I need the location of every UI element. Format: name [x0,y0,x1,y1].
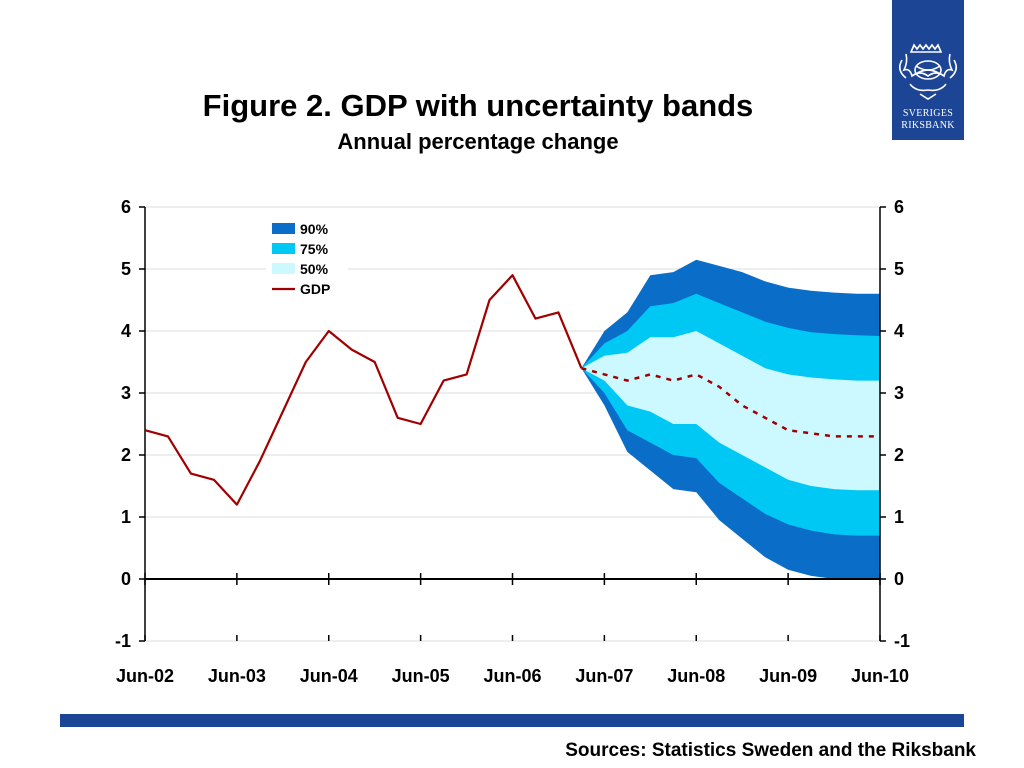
y-tick-label-left: 6 [121,197,131,217]
sources-note: Sources: Statistics Sweden and the Riksb… [565,740,976,761]
y-tick-label-right: 6 [894,197,904,217]
legend-label: 75% [300,241,329,257]
crest-icon [898,43,958,100]
y-tick-label-left: 0 [121,569,131,589]
gdp-chart: -1 -1 0 0 1 1 2 2 3 3 4 4 5 5 6 6 Jun-02 Jun-03 Jun-04 Jun-… [115,197,910,686]
y-tick-label-right: 0 [894,569,904,589]
legend-swatch-75 [272,243,295,254]
y-tick-label-left: 3 [121,383,131,403]
gdp-outcome-line [144,274,583,506]
legend-label: GDP [300,281,330,297]
y-tick-label-right: 4 [894,321,904,341]
legend-swatch-90 [272,223,295,234]
y-tick-label-right: 3 [894,383,904,403]
y-tick-label-left: 4 [121,321,131,341]
band-50 [581,331,880,491]
legend-label: 50% [300,261,329,277]
logo-text-line2: RIKSBANK [901,120,955,131]
y-tick-label-left: 1 [121,507,131,527]
page-title: Figure 2. GDP with uncertainty bands [202,88,754,123]
x-tick-label: Jun-08 [667,666,725,686]
x-tick-label: Jun-05 [392,666,450,686]
x-tick-label: Jun-03 [208,666,266,686]
page-subtitle: Annual percentage change [337,129,619,154]
y-tick-label-right: 5 [894,259,904,279]
logo-text-line1: SVERIGES [902,108,954,119]
chart-legend: 90% 75% 50% GDP [266,219,348,303]
y-tick-label-right: -1 [894,631,910,651]
y-tick-label-left: -1 [115,631,131,651]
footer-bar [60,714,964,727]
x-tick-label: Jun-06 [483,666,541,686]
x-tick-label: Jun-10 [851,666,909,686]
x-tick-label: Jun-07 [575,666,633,686]
x-tick-label: Jun-04 [300,666,358,686]
y-tick-label-right: 1 [894,507,904,527]
legend-swatch-50 [272,263,295,274]
x-tick-label: Jun-09 [759,666,817,686]
y-tick-label-right: 2 [894,445,904,465]
riksbank-logo: SVERIGES RIKSBANK [892,0,964,140]
legend-label: 90% [300,221,329,237]
y-tick-label-left: 5 [121,259,131,279]
x-tick-label: Jun-02 [116,666,174,686]
y-tick-label-left: 2 [121,445,131,465]
